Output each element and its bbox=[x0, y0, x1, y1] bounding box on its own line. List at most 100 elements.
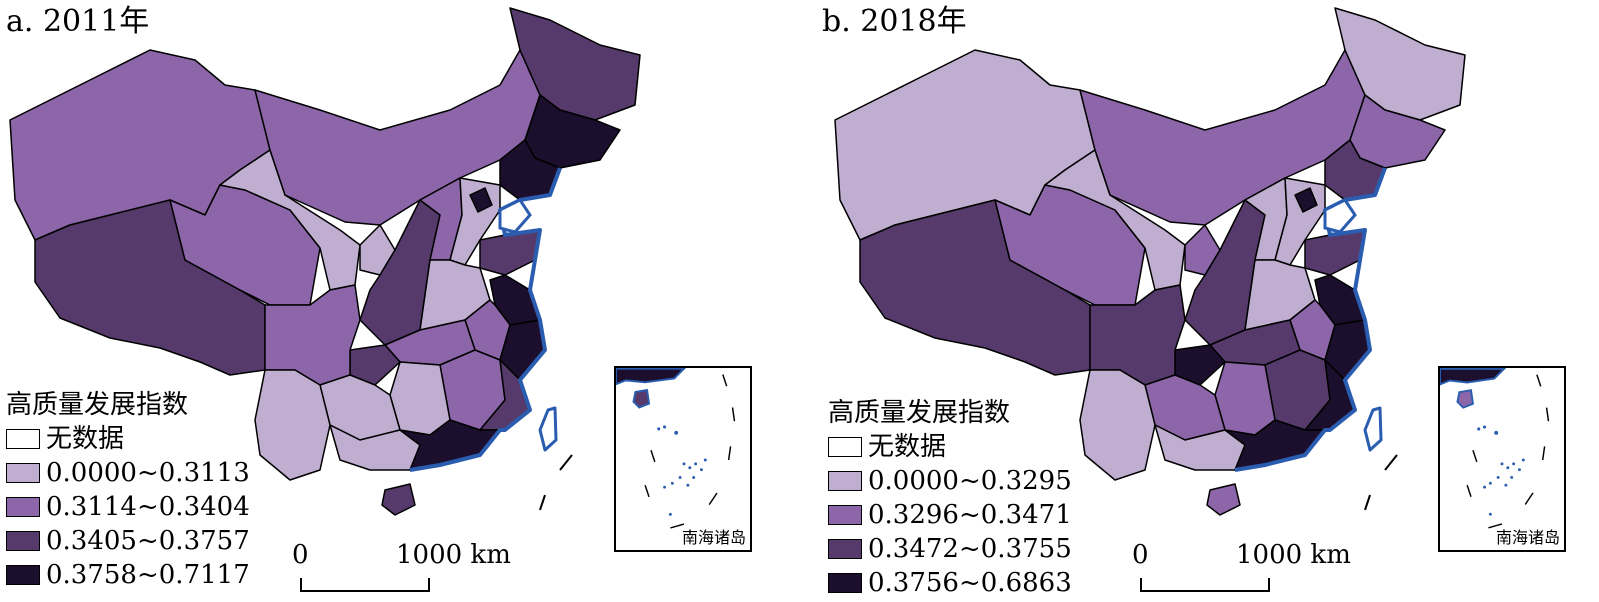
island-dot bbox=[686, 483, 690, 487]
dash-line bbox=[670, 523, 685, 529]
inset-hainan bbox=[1456, 389, 1475, 409]
legend-item-class1: 0.0000~0.3295 bbox=[828, 464, 1072, 498]
region-beijing bbox=[1294, 187, 1318, 213]
island-dot bbox=[678, 475, 682, 479]
island-dot bbox=[657, 427, 661, 431]
island-dot bbox=[662, 425, 667, 429]
inset-coast bbox=[1440, 368, 1507, 386]
bohai-sea bbox=[1323, 198, 1357, 234]
island-dot bbox=[1521, 458, 1525, 462]
inset-coast bbox=[616, 368, 687, 386]
legend-item-class4: 0.3756~0.6863 bbox=[828, 566, 1072, 600]
island-dot bbox=[1494, 430, 1499, 435]
region-yunnan bbox=[1079, 369, 1156, 481]
island-dot bbox=[670, 481, 674, 485]
region-shandong bbox=[1304, 229, 1366, 276]
region-shandong bbox=[479, 229, 541, 276]
scale-zero-label: 0 bbox=[1132, 540, 1149, 570]
inset-label: 南海诸岛 bbox=[681, 528, 746, 547]
legend-swatch bbox=[828, 437, 862, 457]
dash-line bbox=[727, 446, 732, 461]
legend-swatch bbox=[828, 573, 862, 593]
legend-item-nodata: 无数据 bbox=[828, 430, 1072, 464]
island-dot bbox=[663, 485, 667, 489]
island-dot bbox=[1477, 427, 1481, 431]
dash-line bbox=[731, 407, 736, 422]
scale-bar: 0 1000 km bbox=[290, 540, 530, 600]
legend-item-class4: 0.3758~0.7117 bbox=[6, 558, 250, 592]
legend-item-class1: 0.0000~0.3113 bbox=[6, 456, 250, 490]
dash-line bbox=[1524, 492, 1534, 505]
region-hainan bbox=[381, 483, 416, 516]
island-dot bbox=[674, 430, 679, 435]
dash-line bbox=[1472, 450, 1478, 463]
region-beijing bbox=[469, 187, 493, 213]
china-map-2018 bbox=[834, 7, 1466, 516]
scale-bar: 0 1000 km bbox=[1130, 540, 1370, 600]
legend-swatch bbox=[6, 429, 40, 449]
legend-label: 0.3472~0.3755 bbox=[868, 534, 1072, 564]
legend-label: 0.3114~0.3404 bbox=[46, 492, 250, 522]
region-gansu bbox=[1044, 149, 1186, 291]
region-taiwan bbox=[538, 406, 558, 452]
legend-label: 0.0000~0.3113 bbox=[46, 458, 250, 488]
legend-label: 0.3405~0.3757 bbox=[46, 526, 250, 556]
region-hainan bbox=[1206, 483, 1241, 516]
legend-swatch bbox=[6, 463, 40, 483]
dash-line bbox=[1488, 523, 1503, 529]
island-dot bbox=[1504, 483, 1508, 487]
island-dot bbox=[1483, 485, 1487, 489]
legend-label: 0.3756~0.6863 bbox=[868, 568, 1072, 598]
panel-title: b. 2018年 bbox=[822, 4, 967, 39]
scale-bar-line bbox=[300, 578, 430, 592]
scale-bar-line bbox=[1140, 578, 1270, 592]
inset-map bbox=[616, 368, 736, 529]
dash-line bbox=[1364, 494, 1371, 511]
dash-line bbox=[1466, 484, 1472, 498]
dash-line bbox=[644, 484, 650, 498]
china-map-2011 bbox=[9, 7, 641, 516]
map-panel-2011: a. 2011年 bbox=[6, 4, 752, 600]
scale-zero-label: 0 bbox=[292, 540, 309, 570]
region-yunnan bbox=[254, 369, 331, 481]
island-dot bbox=[1506, 466, 1510, 470]
dash-line bbox=[539, 494, 546, 511]
legend-item-class3: 0.3472~0.3755 bbox=[828, 532, 1072, 566]
dash-line bbox=[559, 454, 573, 471]
legend-swatch bbox=[6, 565, 40, 585]
south-china-sea-inset: 南海诸岛 bbox=[1438, 366, 1566, 552]
legend-swatch bbox=[828, 471, 862, 491]
island-dot bbox=[688, 466, 692, 470]
legend-title: 高质量发展指数 bbox=[828, 398, 1011, 428]
island-dot bbox=[668, 512, 672, 516]
legend-label: 无数据 bbox=[46, 424, 125, 454]
bohai-sea bbox=[498, 198, 532, 234]
dash-line bbox=[1384, 454, 1398, 471]
legend-swatch bbox=[6, 497, 40, 517]
legend-item-nodata: 无数据 bbox=[6, 422, 250, 456]
dash-line bbox=[708, 492, 718, 506]
dash-line bbox=[1545, 407, 1550, 422]
inset-label: 南海诸岛 bbox=[1495, 528, 1560, 547]
south-china-sea-inset: 南海诸岛 bbox=[614, 366, 752, 552]
island-dot bbox=[692, 475, 696, 479]
legend-label: 无数据 bbox=[868, 432, 947, 462]
legend-swatch bbox=[6, 531, 40, 551]
legend-label: 0.3758~0.7117 bbox=[46, 560, 250, 590]
map-panel-2018: b. 2018年 bbox=[800, 0, 1599, 602]
island-dot bbox=[1500, 462, 1504, 466]
dash-line bbox=[1536, 374, 1542, 387]
legend-swatch bbox=[828, 539, 862, 559]
scale-max-label: 1000 km bbox=[1236, 540, 1351, 570]
island-dot bbox=[1510, 475, 1514, 479]
panel-title: a. 2011年 bbox=[6, 4, 150, 39]
island-dot bbox=[1488, 512, 1492, 516]
dash-line bbox=[1541, 446, 1546, 461]
scale-max-label: 1000 km bbox=[396, 540, 511, 570]
island-dot bbox=[703, 458, 707, 462]
region-taiwan bbox=[1363, 406, 1383, 452]
legend-item-class2: 0.3114~0.3404 bbox=[6, 490, 250, 524]
dash-line bbox=[722, 374, 728, 387]
island-dot bbox=[699, 468, 703, 472]
island-dot bbox=[682, 462, 686, 466]
